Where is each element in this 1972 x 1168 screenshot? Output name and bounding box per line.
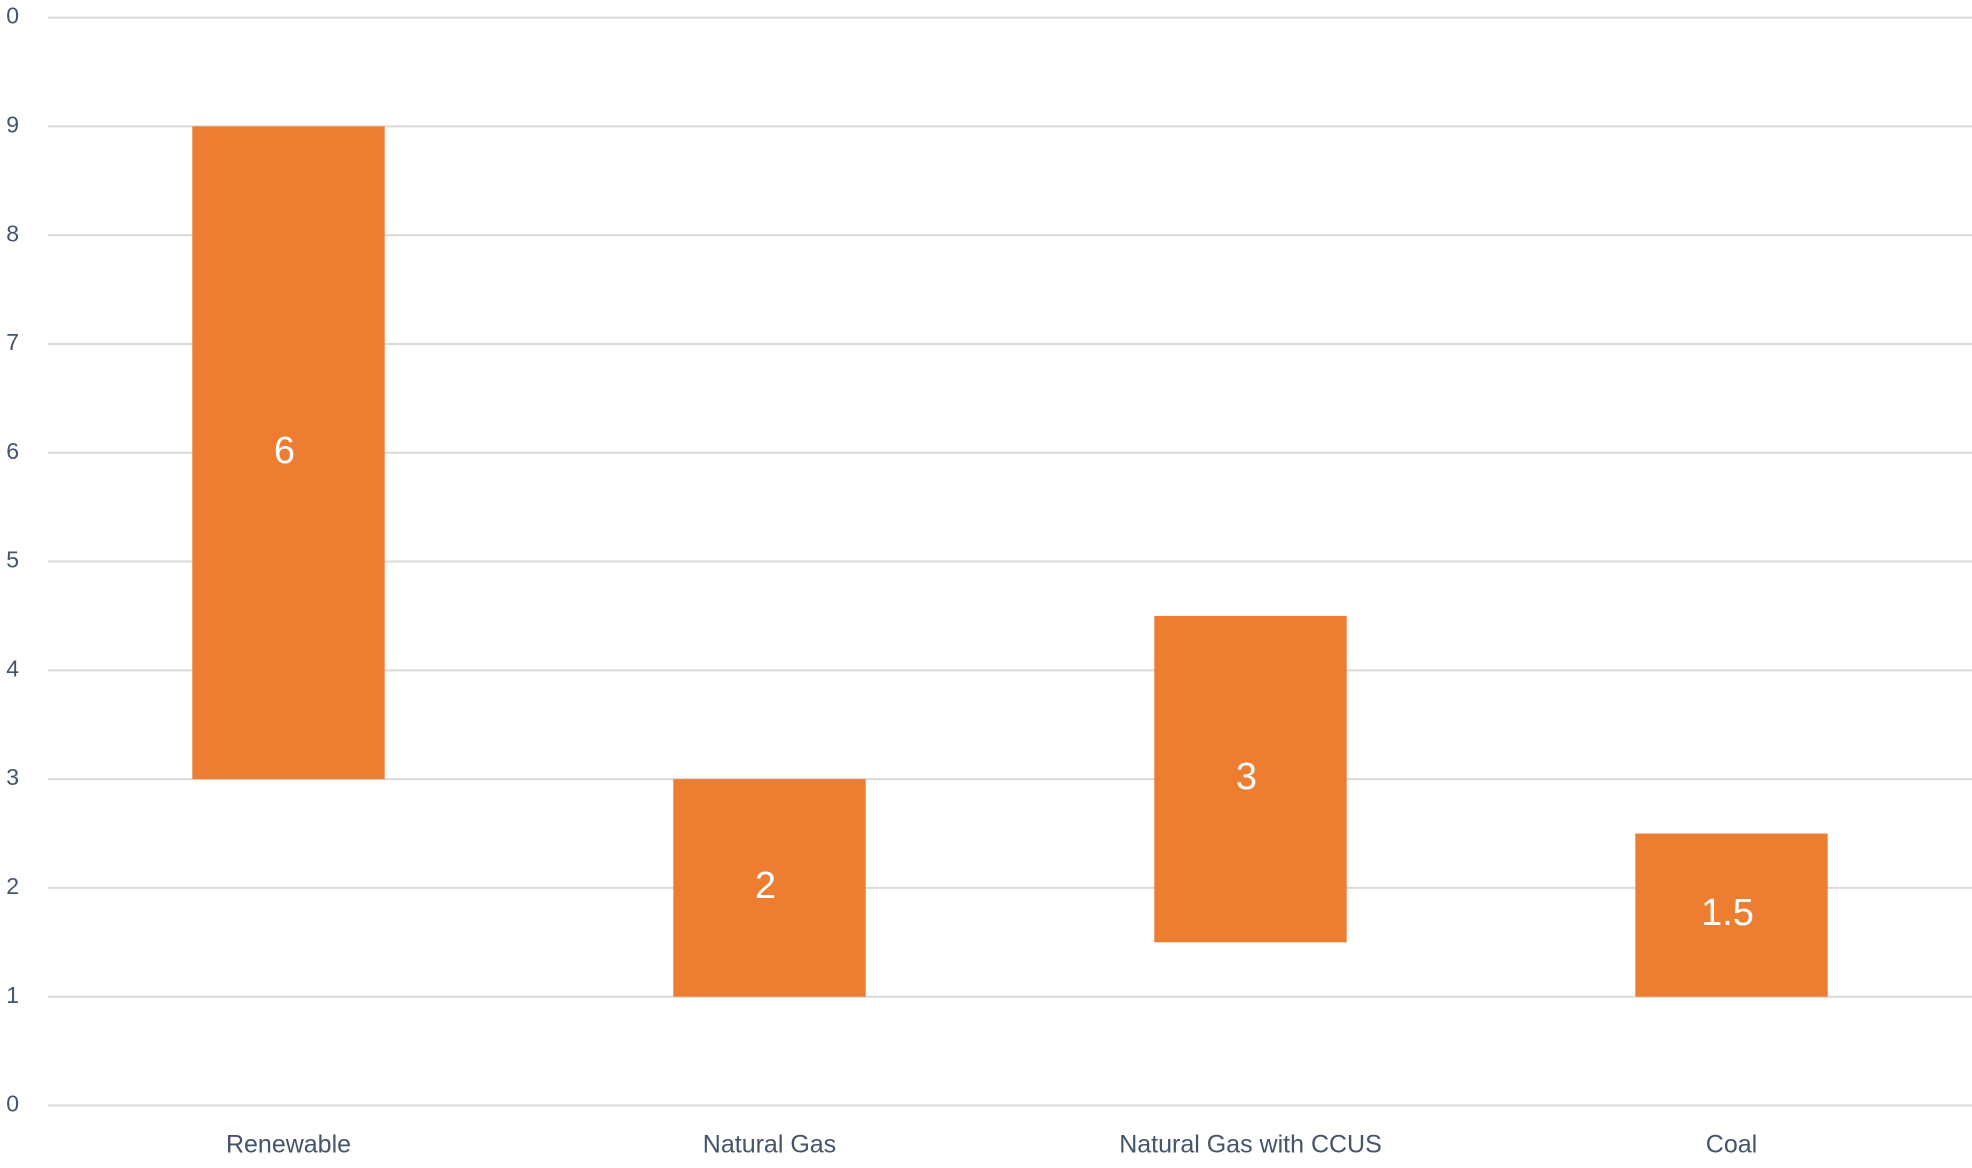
data-label: 3 [1236, 756, 1257, 798]
x-tick-label: Renewable [226, 1131, 351, 1159]
bar [1154, 615, 1347, 943]
x-tick-label: Natural Gas [703, 1131, 836, 1159]
bar [192, 126, 385, 780]
bar [1635, 997, 1827, 1106]
bar [673, 779, 866, 997]
y-tick-label: 0 [6, 1091, 19, 1117]
y-tick-label: 2 [6, 873, 19, 899]
bar [673, 997, 865, 1106]
y-tick-label: 9 [6, 111, 19, 137]
y-tick-label: 7 [6, 329, 19, 355]
data-label: 1.5 [1701, 892, 1754, 934]
y-tick-label: 0 [6, 3, 19, 29]
data-label: 2 [755, 865, 776, 907]
y-tick-label: 8 [6, 220, 19, 246]
y-tick-label: 6 [6, 438, 19, 464]
x-tick-label: Natural Gas with CCUS [1119, 1131, 1382, 1159]
bar [1154, 942, 1346, 1105]
y-tick-label: 1 [6, 982, 19, 1008]
y-tick-label: 3 [6, 764, 19, 790]
bar [192, 779, 384, 1105]
x-tick-label: Coal [1706, 1131, 1757, 1159]
data-label: 6 [274, 430, 295, 472]
y-tick-label: 5 [6, 547, 19, 573]
bar [1635, 833, 1828, 997]
y-tick-label: 4 [6, 655, 19, 681]
